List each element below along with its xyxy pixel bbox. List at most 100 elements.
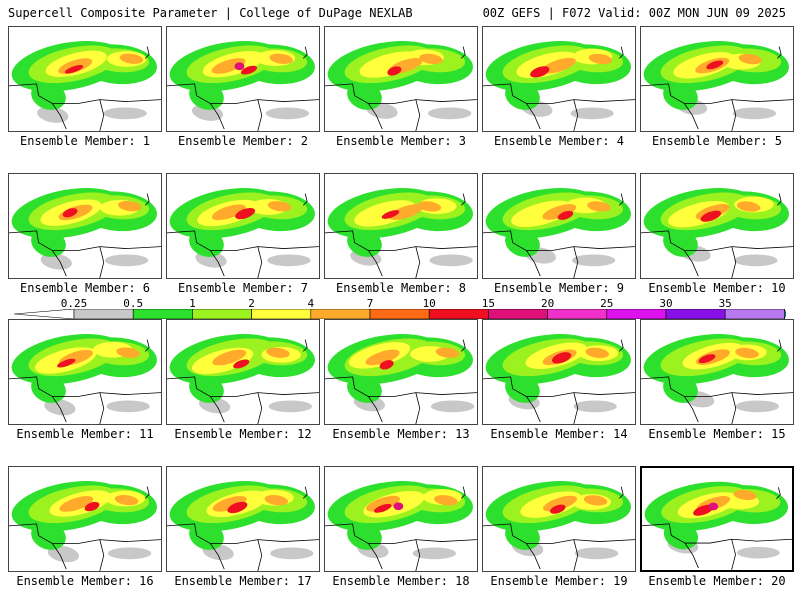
- ensemble-panel-5[interactable]: [640, 26, 794, 132]
- border-line: [526, 99, 635, 104]
- scp-map: [325, 481, 477, 571]
- ensemble-panel-1[interactable]: [8, 26, 162, 132]
- scp-contour: [430, 400, 475, 413]
- scp-contour: [31, 374, 66, 403]
- scp-contour: [64, 64, 84, 74]
- scp-contour: [106, 400, 150, 413]
- border-line: [257, 246, 263, 278]
- scp-contour: [267, 201, 292, 212]
- scp-contour: [583, 495, 608, 506]
- scp-contour: [234, 62, 245, 71]
- ensemble-panel-19[interactable]: [482, 466, 636, 572]
- ensemble-panel-4[interactable]: [482, 26, 636, 132]
- colorbar-segment: [724, 309, 785, 319]
- colorbar-segment: [310, 309, 371, 319]
- ensemble-panel-15[interactable]: [640, 319, 794, 425]
- border-line: [325, 230, 383, 277]
- scp-map: [325, 334, 477, 424]
- border-line: [684, 392, 793, 397]
- scp-contour: [270, 547, 314, 560]
- scp-contour: [266, 347, 290, 358]
- colorbar-segment: [251, 309, 312, 319]
- ensemble-member-label: Ensemble Member: 17: [174, 574, 312, 588]
- ensemble-panel-3[interactable]: [324, 26, 478, 132]
- ensemble-panel-14[interactable]: [482, 319, 636, 425]
- scp-contour: [735, 347, 759, 359]
- border-line: [618, 486, 624, 499]
- scp-contour: [588, 53, 613, 65]
- ensemble-panel-8[interactable]: [324, 173, 478, 279]
- colorbar-segment: [606, 309, 667, 319]
- scp-contour: [347, 81, 382, 110]
- border-line: [684, 538, 792, 544]
- scp-contour: [189, 521, 224, 550]
- ensemble-panel-17[interactable]: [166, 466, 320, 572]
- ensemble-panel-18[interactable]: [324, 466, 478, 572]
- scp-contour: [571, 254, 616, 267]
- scp-map: [9, 188, 161, 278]
- scp-map: [167, 481, 319, 571]
- ensemble-member-label: Ensemble Member: 10: [648, 281, 786, 295]
- border-line: [618, 46, 624, 59]
- scp-contour: [663, 521, 699, 550]
- ensemble-panel-7[interactable]: [166, 173, 320, 279]
- scp-contour: [505, 81, 540, 110]
- border-line: [460, 193, 466, 206]
- scp-contour: [732, 107, 777, 120]
- border-line: [325, 83, 383, 130]
- border-line: [302, 339, 308, 352]
- scp-contour: [530, 66, 550, 78]
- scp-contour: [505, 374, 540, 403]
- colorbar-tick-label: 7: [366, 297, 374, 310]
- scp-contour: [435, 347, 460, 358]
- border-line: [144, 486, 150, 499]
- border-line: [257, 392, 263, 424]
- ensemble-member-label: Ensemble Member: 13: [332, 427, 470, 441]
- scp-contour: [40, 253, 72, 270]
- ensemble-panel-20[interactable]: [640, 466, 794, 572]
- scp-map: [642, 481, 792, 570]
- scp-contour: [264, 495, 289, 506]
- ensemble-panel-13[interactable]: [324, 319, 478, 425]
- colorbar-tick-label: 35: [718, 297, 732, 310]
- border-line: [483, 376, 541, 423]
- colorbar-segment: [132, 309, 193, 319]
- scp-map: [483, 334, 635, 424]
- scp-contour: [107, 547, 152, 560]
- scp-contour: [31, 521, 66, 550]
- colorbar-tick-label: 0.25: [60, 297, 88, 310]
- colorbar-segment: [369, 309, 430, 319]
- ensemble-member-label: Ensemble Member: 2: [177, 134, 309, 148]
- scp-contour: [663, 374, 698, 403]
- ensemble-panel-16[interactable]: [8, 466, 162, 572]
- border-line: [144, 46, 150, 59]
- scp-contour: [233, 359, 250, 369]
- ensemble-panel-10[interactable]: [640, 173, 794, 279]
- scp-contour: [212, 349, 247, 366]
- ensemble-member-label: Ensemble Member: 3: [335, 134, 467, 148]
- border-line: [483, 523, 541, 570]
- scp-map: [325, 41, 477, 131]
- ensemble-panel-2[interactable]: [166, 26, 320, 132]
- border-line: [618, 193, 624, 206]
- border-line: [52, 99, 161, 104]
- scp-contour: [505, 228, 540, 257]
- ensemble-panel-12[interactable]: [166, 319, 320, 425]
- border-line: [415, 539, 421, 571]
- scp-contour: [59, 496, 94, 512]
- colorbar-tick-label: 4: [307, 297, 315, 310]
- scp-map: [167, 334, 319, 424]
- scp-contour: [543, 495, 578, 512]
- border-line: [460, 339, 466, 352]
- border-line: [167, 83, 225, 130]
- ensemble-panel-9[interactable]: [482, 173, 636, 279]
- border-line: [99, 246, 105, 278]
- ensemble-panel-6[interactable]: [8, 173, 162, 279]
- scp-map: [641, 334, 793, 424]
- ensemble-panel-11[interactable]: [8, 319, 162, 425]
- border-line: [684, 99, 793, 104]
- border-line: [526, 392, 635, 397]
- scp-contour: [269, 53, 293, 64]
- scp-contour: [31, 81, 66, 110]
- scp-contour: [412, 547, 457, 560]
